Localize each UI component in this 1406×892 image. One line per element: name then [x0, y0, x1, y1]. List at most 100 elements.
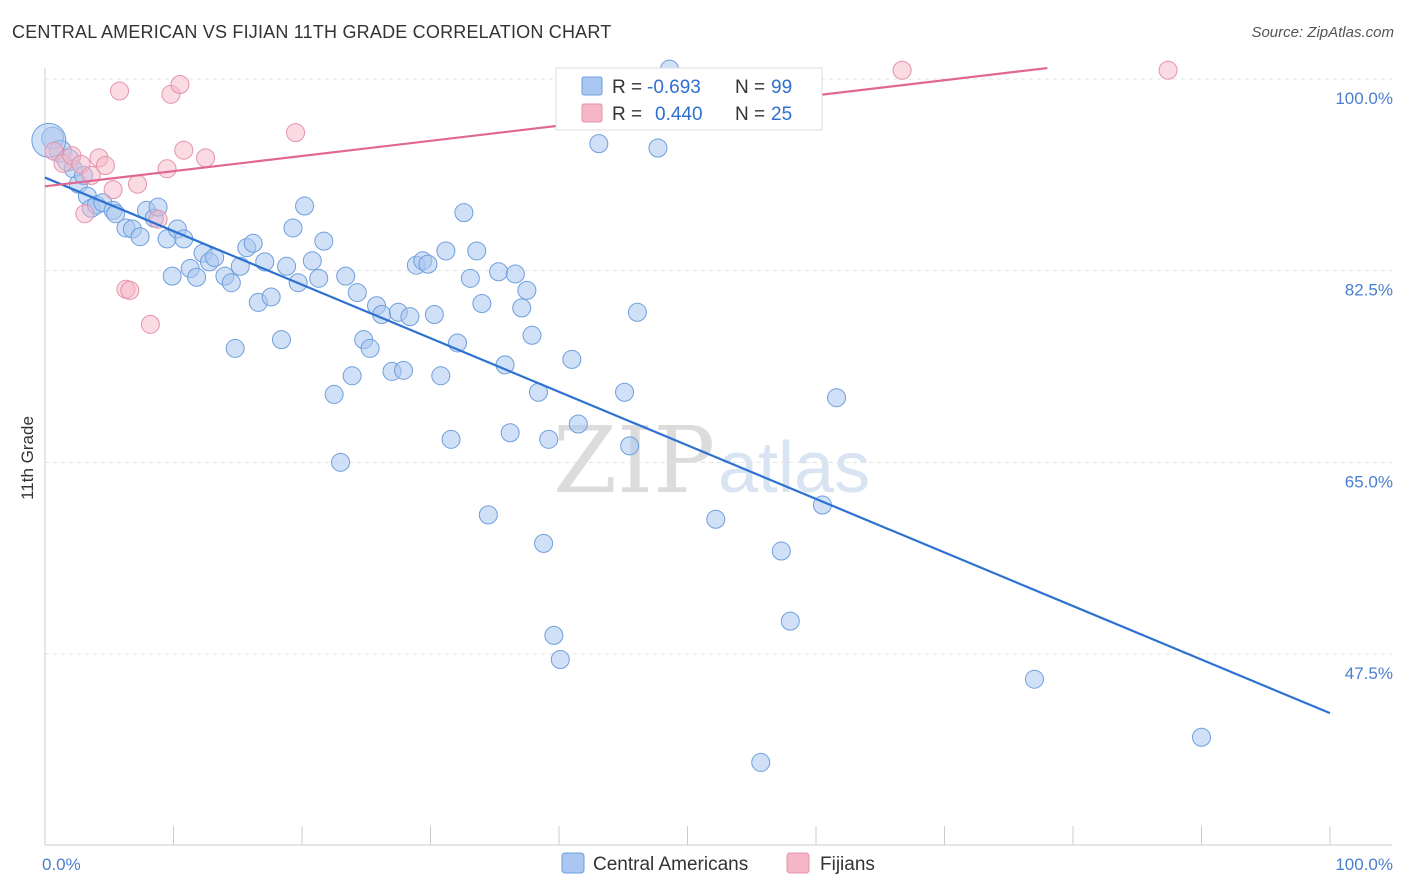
bottom-legend-label-central-americans: Central Americans	[593, 854, 748, 875]
central-american-point-86	[620, 436, 640, 456]
central-american-point-70	[489, 262, 509, 282]
y-tick-label-2: 82.5%	[1345, 281, 1393, 300]
legend-n-label-1: N =	[735, 104, 765, 125]
fijian-trend-line	[44, 66, 1048, 188]
central-american-point-93	[780, 611, 800, 631]
data-points	[31, 59, 1211, 772]
chart-title: CENTRAL AMERICAN VS FIJIAN 11TH GRADE CO…	[12, 22, 612, 42]
central-american-point-14	[130, 227, 150, 247]
central-american-point-76	[522, 325, 542, 345]
fijian-point-19	[286, 123, 306, 143]
central-american-point-43	[314, 231, 334, 251]
legend: R = -0.693 N = 99 R = 0.440 N = 25	[555, 67, 823, 131]
central-american-point-46	[336, 266, 356, 286]
central-american-point-85	[615, 382, 635, 402]
fijian-point-14	[157, 159, 177, 179]
fijian-point-17	[174, 140, 194, 160]
y-tick-labels: 47.5% 65.0% 82.5% 100.0%	[1335, 89, 1393, 683]
legend-r-label-1: R =	[612, 104, 642, 125]
y-axis-title: 11th Grade	[18, 416, 37, 500]
central-american-point-74	[512, 298, 532, 318]
y-tick-label-3: 100.0%	[1335, 89, 1393, 108]
bottom-legend: Central Americans Fijians	[561, 852, 875, 875]
fijian-point-8	[103, 180, 123, 200]
central-american-point-37	[277, 256, 297, 276]
fijian-point-7	[95, 156, 115, 176]
source-label: Source: ZipAtlas.com	[1251, 24, 1394, 41]
central-american-point-59	[418, 254, 438, 274]
central-american-point-61	[431, 366, 451, 386]
legend-swatch-central-americans	[581, 76, 603, 96]
central-american-point-32	[243, 233, 263, 253]
central-american-point-23	[187, 267, 207, 287]
bottom-legend-swatch-central-americans	[561, 852, 585, 874]
legend-n-value-0: 99	[771, 77, 792, 98]
central-american-point-69	[478, 505, 498, 525]
central-american-point-29	[225, 338, 245, 358]
fijian-point-24	[128, 174, 148, 194]
fijian-point-12	[140, 314, 160, 334]
central-american-point-36	[271, 330, 291, 350]
legend-swatch-fijians	[581, 103, 603, 123]
central-american-trend-line	[44, 176, 1331, 715]
x-tick-labels: 0.0% 100.0%	[42, 855, 1393, 874]
central-american-point-96	[1024, 669, 1044, 689]
central-american-point-68	[472, 294, 492, 314]
fijian-point-16	[170, 74, 190, 94]
x-tick-label-0: 0.0%	[42, 855, 81, 874]
central-american-point-19	[162, 266, 182, 286]
central-american-point-63	[441, 429, 461, 449]
central-american-point-95	[827, 388, 847, 408]
fijian-point-9	[110, 81, 130, 101]
legend-r-value-0: -0.693	[647, 77, 701, 98]
central-american-point-84	[589, 134, 609, 154]
central-american-point-92	[771, 541, 791, 561]
legend-r-value-1: 0.440	[655, 104, 703, 125]
central-american-point-81	[550, 649, 570, 669]
central-american-point-78	[534, 533, 554, 553]
central-american-point-44	[324, 384, 344, 404]
y-tick-label-1: 65.0%	[1345, 472, 1393, 491]
central-american-point-73	[505, 264, 525, 284]
fijian-point-11	[120, 280, 140, 300]
y-tick-label-0: 47.5%	[1345, 664, 1393, 683]
bottom-legend-label-fijians: Fijians	[820, 854, 875, 875]
fijian-point-23	[1158, 60, 1178, 80]
central-american-point-42	[309, 268, 329, 288]
x-tick-label-1: 100.0%	[1335, 855, 1393, 874]
fijian-point-22	[892, 60, 912, 80]
central-american-point-66	[460, 268, 480, 288]
central-american-point-79	[539, 429, 559, 449]
central-american-point-56	[400, 307, 420, 327]
central-american-point-47	[342, 366, 362, 386]
central-american-point-55	[394, 360, 414, 380]
central-american-point-48	[347, 283, 367, 303]
central-american-point-65	[454, 203, 474, 223]
grid-lines	[45, 78, 1392, 655]
central-american-point-72	[500, 423, 520, 443]
central-american-point-75	[517, 280, 537, 300]
central-american-point-40	[295, 196, 315, 216]
axes	[44, 68, 1392, 846]
central-american-point-80	[544, 625, 564, 645]
central-american-point-28	[221, 273, 241, 293]
central-american-point-50	[360, 338, 380, 358]
central-american-point-83	[568, 414, 588, 434]
central-american-point-87	[627, 302, 647, 322]
central-american-point-91	[751, 752, 771, 772]
central-american-point-88	[648, 138, 668, 158]
legend-r-label-0: R =	[612, 77, 642, 98]
central-american-point-90	[706, 509, 726, 529]
central-american-point-41	[302, 251, 322, 271]
legend-n-value-1: 25	[771, 104, 792, 125]
central-american-point-45	[331, 452, 351, 472]
fijian-point-4	[75, 204, 95, 224]
central-american-point-62	[436, 241, 456, 261]
central-american-point-97	[1192, 727, 1211, 747]
fijian-point-18	[196, 148, 216, 168]
central-american-point-38	[283, 218, 303, 238]
legend-n-label-0: N =	[735, 77, 765, 98]
central-american-point-82	[562, 349, 582, 369]
central-american-point-35	[261, 287, 281, 307]
